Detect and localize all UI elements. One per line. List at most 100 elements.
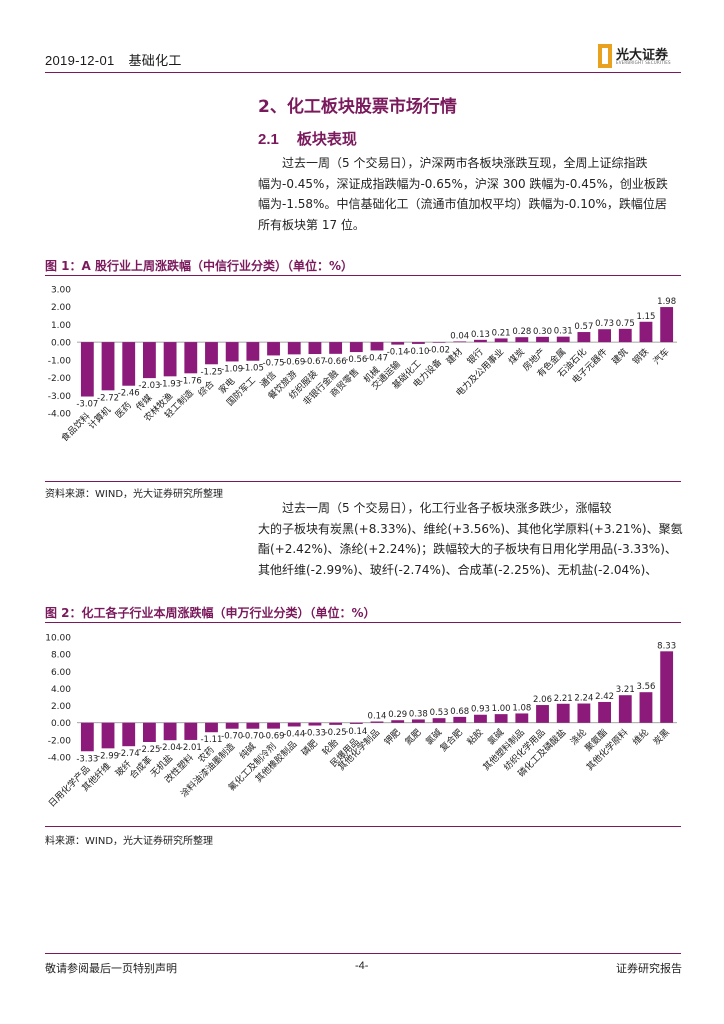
bar	[391, 720, 405, 723]
data-label: 0.53	[430, 708, 449, 718]
bar	[391, 342, 405, 345]
data-label: 0.57	[574, 322, 593, 332]
bar	[411, 719, 425, 723]
data-label: -0.33	[304, 729, 326, 739]
bar	[598, 329, 611, 343]
y-tick-label: 1.00	[51, 321, 71, 331]
subsection-heading: 2.1 板块表现	[258, 128, 357, 149]
bar	[598, 701, 611, 723]
data-label: 1.98	[657, 297, 676, 307]
bar	[515, 713, 529, 723]
data-label: 0.28	[512, 327, 531, 337]
bar	[80, 722, 94, 752]
figure2-source: 料来源：WIND，光大证券研究所整理	[45, 836, 214, 847]
data-label: 3.56	[636, 682, 655, 692]
bar	[577, 703, 591, 723]
bar	[246, 722, 260, 729]
bar	[618, 695, 632, 723]
figure1-source: 资料来源：WIND，光大证券研究所整理	[45, 489, 224, 500]
y-tick-label: 6.00	[51, 668, 71, 678]
bar	[411, 342, 425, 344]
bar	[287, 342, 301, 355]
data-label: -1.93	[159, 379, 181, 389]
paragraph-line: 所有板块第 17 位。	[258, 217, 365, 232]
bar	[267, 722, 280, 729]
footer-divider	[45, 953, 681, 954]
bar	[225, 342, 239, 362]
data-label: -2.25	[138, 745, 160, 755]
bar	[536, 336, 549, 343]
data-label: 0.38	[409, 709, 428, 719]
data-label: -0.70	[221, 732, 243, 742]
bar	[660, 307, 674, 343]
figure2-title: 图 2：化工各子行业本周涨跌幅（申万行业分类）（单位：%）	[45, 606, 376, 620]
data-label: 2.21	[554, 694, 573, 704]
bar	[246, 342, 260, 361]
report-sector: 基础化工	[128, 54, 182, 69]
company-logo: 光大证券 EVERBRIGHT SECURITIES	[598, 44, 688, 68]
data-label: 1.00	[492, 704, 511, 714]
data-label: -1.76	[180, 376, 202, 386]
data-label: -2.72	[97, 393, 119, 403]
data-label: 0.31	[554, 327, 573, 337]
data-label: 0.14	[368, 712, 387, 722]
bar	[184, 722, 198, 740]
y-tick-label: -1.00	[48, 356, 72, 366]
data-label: 2.06	[533, 695, 552, 705]
bar	[432, 718, 446, 723]
bar	[432, 342, 446, 343]
category-label: 氮肥	[402, 726, 423, 747]
data-label: -0.14	[387, 348, 409, 358]
bar	[143, 722, 156, 742]
bar	[453, 716, 467, 723]
bar	[639, 321, 653, 343]
bar	[101, 722, 115, 749]
paragraph-line: 过去一周（5 个交易日），沪深两市各板块涨跌互现，全周上证综指跌	[282, 156, 648, 170]
bar	[639, 692, 653, 723]
data-label: -1.09	[221, 364, 243, 374]
category-label: 建筑	[609, 346, 630, 367]
data-label: 0.68	[450, 707, 469, 717]
data-label: 0.04	[450, 331, 469, 341]
figure1-bottom-rule	[45, 481, 681, 482]
data-label: 2.24	[574, 694, 593, 704]
bar	[205, 342, 218, 365]
figure1-title: 图 1：A 股行业上周涨跌幅（中信行业分类）（单位：%）	[45, 259, 354, 273]
bar	[184, 342, 198, 374]
data-label: -3.33	[76, 754, 98, 764]
category-label: 磷肥	[299, 737, 320, 758]
bar	[370, 342, 384, 351]
data-label: 3.21	[616, 685, 635, 695]
bar	[308, 722, 322, 726]
category-label: 复合肥	[437, 726, 465, 754]
data-label: -2.04	[159, 743, 181, 753]
y-tick-label: 10.00	[45, 634, 71, 644]
bar	[329, 722, 343, 725]
figure2-bottom-rule	[45, 826, 681, 827]
paragraph-line: 其他纤维(-2.99%)、玻纤(-2.74%)、合成革(-2.25%)、无机盐(…	[258, 562, 658, 577]
data-label: -0.69	[283, 357, 305, 367]
figure1-top-rule	[45, 275, 681, 276]
logo-text: 光大证券	[616, 48, 669, 63]
data-label: 2.42	[595, 692, 614, 702]
data-label: -2.74	[118, 749, 140, 759]
data-label: 0.30	[533, 327, 552, 337]
data-label: -2.03	[138, 381, 160, 391]
page-number: -4-	[355, 960, 369, 972]
bar	[515, 337, 529, 343]
y-tick-label: -4.00	[48, 754, 72, 764]
y-tick-label: 8.00	[51, 651, 71, 661]
data-label: 0.73	[595, 319, 614, 329]
bar	[349, 722, 363, 724]
bar	[122, 722, 136, 747]
data-label: -3.07	[76, 400, 98, 410]
bar	[163, 722, 177, 741]
category-label: 炭黑	[651, 727, 672, 748]
data-label: 8.33	[657, 641, 676, 651]
data-label: -0.56	[345, 355, 367, 365]
footer-report-type: 证券研究报告	[616, 962, 682, 975]
figure2-bar-chart: 10.00 8.00 6.00 4.00 2.00 0.00 -2.00 -4.00 -3.33…	[45, 634, 677, 810]
y-tick-label: -4.00	[48, 410, 72, 420]
data-label: -2.46	[118, 389, 140, 399]
data-label: 0.13	[471, 330, 490, 340]
